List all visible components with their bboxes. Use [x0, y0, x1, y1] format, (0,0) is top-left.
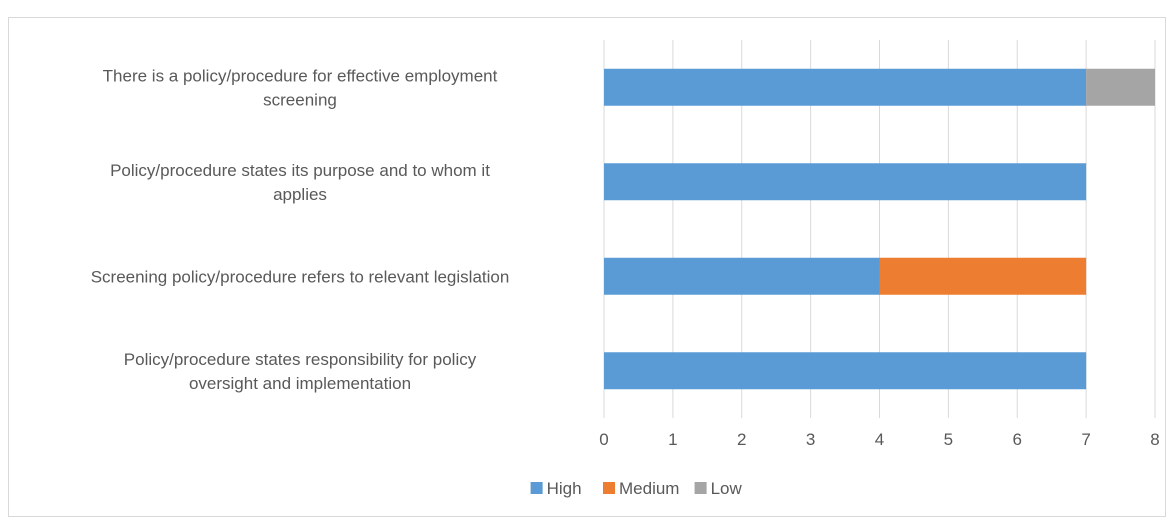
x-tick-label: 6: [1013, 430, 1022, 449]
bar-high: [604, 257, 880, 295]
bar-high: [604, 68, 1087, 106]
legend-swatch: [603, 482, 615, 494]
legend-label: Medium: [619, 479, 679, 498]
x-tick-label: 7: [1081, 430, 1090, 449]
category-label: Policy/procedure states its purpose and …: [110, 161, 490, 180]
legend-item-low: Low: [694, 479, 743, 498]
x-tick-label: 5: [944, 430, 953, 449]
bar-medium: [879, 257, 1087, 295]
legend-label: Low: [711, 479, 743, 498]
x-tick-label: 2: [737, 430, 746, 449]
category-label: applies: [273, 185, 327, 204]
legend: High Medium Low: [530, 479, 743, 498]
x-tick-label: 0: [599, 430, 608, 449]
legend-swatch: [694, 482, 707, 494]
bar-high: [604, 163, 1087, 201]
category-label: Policy/procedure states responsibility f…: [124, 350, 477, 369]
x-tick-label: 1: [668, 430, 677, 449]
legend-item-medium: Medium: [603, 479, 679, 498]
bar-low: [1086, 68, 1155, 106]
x-tick-label: 4: [875, 430, 884, 449]
x-tick-label: 8: [1150, 430, 1159, 449]
category-label: Screening policy/procedure refers to rel…: [91, 267, 510, 286]
bar-high: [604, 352, 1087, 390]
x-tick-label: 3: [806, 430, 815, 449]
bars: [604, 68, 1155, 390]
legend-item-high: High: [530, 479, 582, 498]
legend-label: High: [547, 479, 582, 498]
category-label: There is a policy/procedure for effectiv…: [103, 66, 498, 85]
category-label: screening: [263, 90, 337, 109]
x-tick-labels: 0 1 2 3 4 5 6 7 8: [599, 430, 1159, 449]
legend-swatch: [530, 482, 543, 494]
category-labels: There is a policy/procedure for effectiv…: [91, 66, 510, 393]
category-label: oversight and implementation: [189, 374, 411, 393]
